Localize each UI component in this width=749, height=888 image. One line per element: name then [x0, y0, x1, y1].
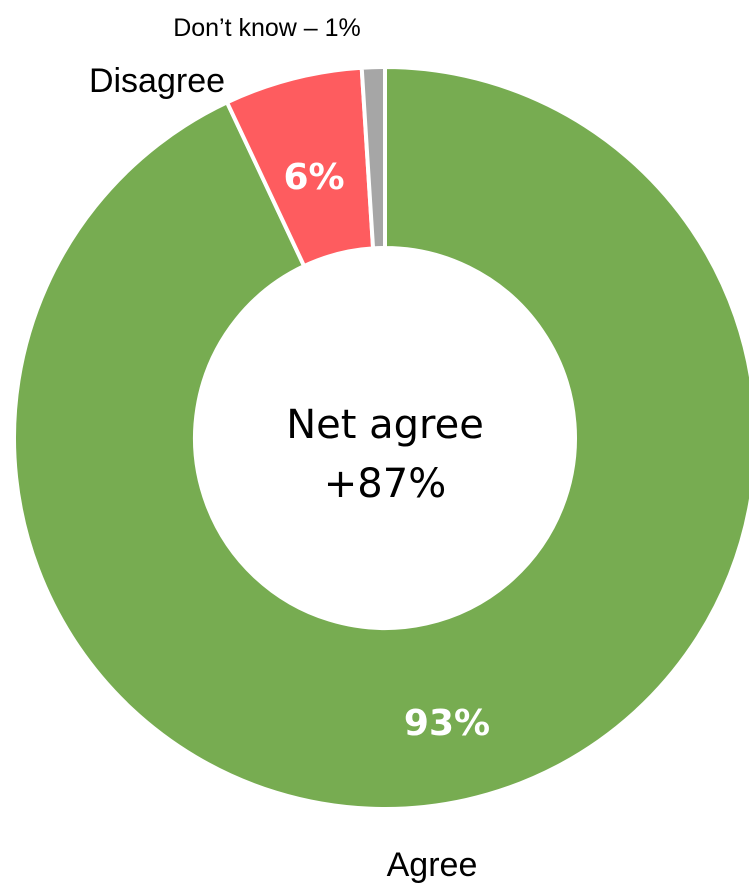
- agree-category-label: Agree: [387, 846, 478, 884]
- donut-slices: [12, 64, 749, 811]
- center-label-line2: +87%: [324, 461, 446, 507]
- agree-value-label: 93%: [404, 703, 490, 744]
- dont-know-slice: [359, 64, 387, 251]
- center-label-line1: Net agree: [286, 402, 484, 448]
- disagree-category-label: Disagree: [89, 62, 225, 100]
- dont-know-category-label: Don’t know – 1%: [173, 14, 361, 42]
- agree-slice: [12, 64, 749, 811]
- disagree-value-label: 6%: [283, 157, 344, 198]
